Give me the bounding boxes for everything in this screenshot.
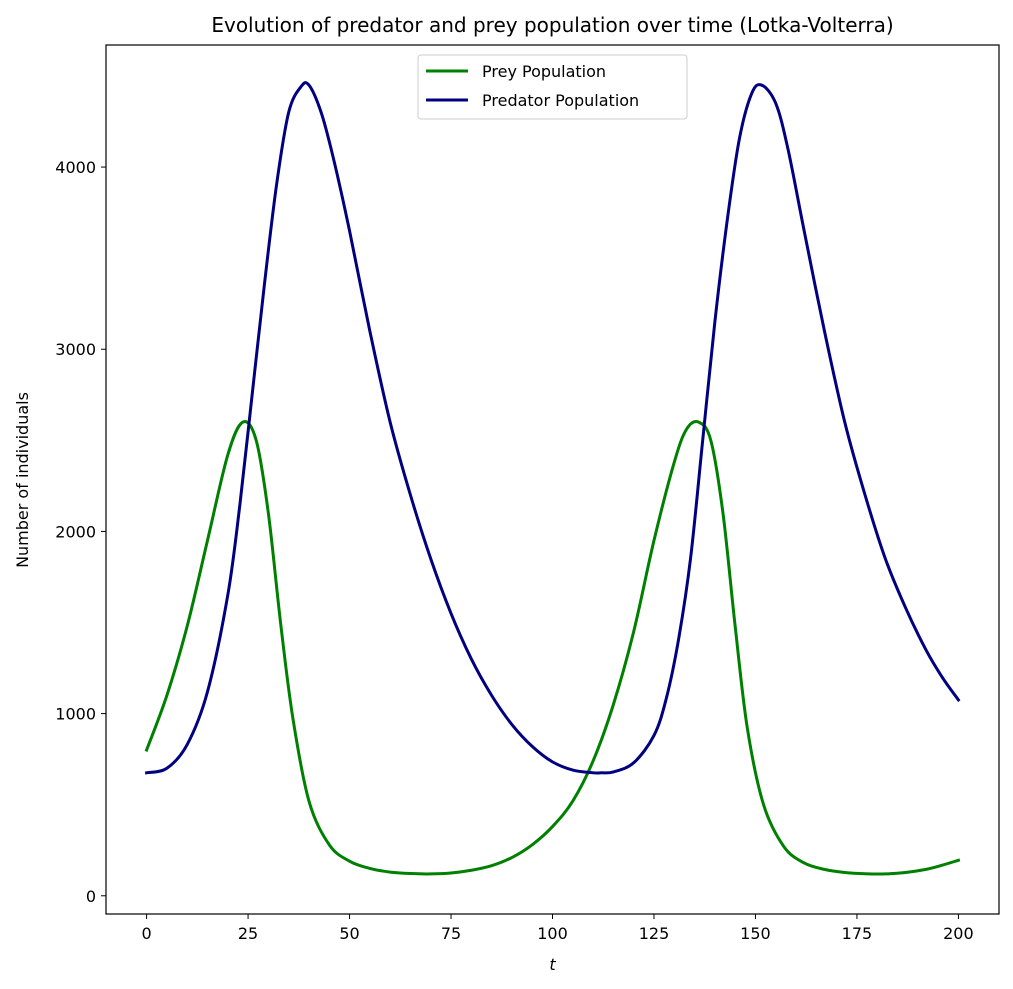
series-layer — [144, 81, 961, 876]
y-tick-label: 3000 — [55, 340, 96, 359]
x-tick-label: 0 — [141, 924, 151, 943]
x-axis-title: t — [549, 955, 556, 974]
x-tick-label: 125 — [639, 924, 670, 943]
series-line-prey — [144, 420, 961, 876]
y-axis-ticks: 0 1000 2000 3000 4000 — [55, 158, 106, 906]
legend-label-predator: Predator Population — [482, 91, 639, 110]
x-tick-label: 200 — [943, 924, 974, 943]
y-tick-label: 4000 — [55, 158, 96, 177]
y-tick-label: 2000 — [55, 522, 96, 541]
x-tick-label: 25 — [238, 924, 258, 943]
legend-label-prey: Prey Population — [482, 62, 606, 81]
x-axis-ticks: 0 25 50 75 100 125 150 175 200 — [141, 914, 974, 943]
x-tick-label: 75 — [441, 924, 461, 943]
x-tick-label: 100 — [537, 924, 568, 943]
series-line-predator — [144, 81, 961, 775]
chart-title: Evolution of predator and prey populatio… — [211, 13, 893, 37]
x-tick-label: 50 — [339, 924, 359, 943]
x-tick-label: 150 — [740, 924, 771, 943]
y-tick-label: 0 — [86, 887, 96, 906]
legend-box — [417, 54, 688, 120]
y-axis-title: Number of individuals — [13, 392, 32, 568]
y-tick-label: 1000 — [55, 705, 96, 724]
x-tick-label: 175 — [842, 924, 873, 943]
legend: Prey Population Predator Population — [417, 54, 688, 120]
